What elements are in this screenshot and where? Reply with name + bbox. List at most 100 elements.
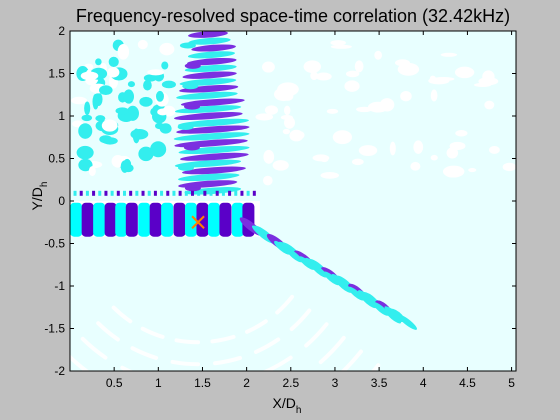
x-tick-label: 4.5 [459, 376, 476, 390]
upper-right-cell [282, 128, 291, 135]
nozzle-edge-mark [160, 190, 164, 196]
upper-wave-stripe [177, 118, 249, 127]
upper-right-cell [277, 82, 299, 97]
upper-right-cell [303, 60, 322, 74]
x-axis-label: X/Dh [273, 395, 302, 416]
upper-right-cell [474, 82, 492, 88]
nozzle-edge-mark [129, 190, 133, 196]
y-tick-label: -1 [54, 279, 65, 293]
upper-left-cell [70, 96, 88, 105]
nozzle-edge-mark [203, 190, 207, 196]
nozzle-stripe [184, 202, 197, 237]
upper-left-cell [78, 123, 93, 139]
upper-right-cell [468, 167, 477, 173]
upper-right-cell [280, 114, 293, 120]
upper-right-cell [320, 172, 340, 179]
upper-left-cell [101, 119, 118, 132]
upper-right-cell [358, 145, 378, 157]
upper-wave-stripe [180, 152, 249, 161]
x-tick-label: 0.5 [106, 376, 123, 390]
nozzle-edge-mark [85, 190, 89, 196]
nozzle-edge-mark [197, 190, 201, 196]
downstream-faint-band [323, 271, 340, 286]
lower-arc-segment [275, 294, 295, 315]
nozzle-stripe [149, 202, 162, 237]
upper-left-cell [132, 128, 140, 144]
upper-wave-stripe [187, 57, 237, 66]
nozzle-edge-mark [110, 190, 114, 196]
nozzle-stripe [173, 202, 186, 237]
downstream-faint-band [360, 294, 377, 309]
lower-arc-segment [263, 355, 293, 371]
upper-right-cell [442, 165, 465, 178]
upper-left-cell [161, 61, 169, 70]
upper-left-cell [92, 93, 99, 110]
nozzle-edge-mark [178, 190, 182, 196]
lower-arc-segment [174, 338, 201, 345]
upper-right-cell [262, 175, 273, 186]
nozzle-edge-mark [184, 190, 188, 196]
upper-right-cell [374, 50, 383, 60]
upper-left-cell [88, 166, 96, 177]
upper-wave-stripe [191, 44, 236, 52]
x-tick-label: 5 [508, 376, 515, 390]
upper-wave-stripe [180, 98, 245, 107]
lower-arc-segment [140, 326, 165, 339]
upper-wave-stripe [178, 145, 250, 155]
nozzle-edge-mark [79, 190, 83, 196]
upper-wave-stripe [182, 71, 237, 79]
upper-right-cell [320, 156, 329, 163]
nozzle-edge-mark [104, 190, 108, 196]
upper-right-cell [446, 147, 459, 159]
plot-area [69, 30, 517, 372]
downstream-faint-band [335, 279, 352, 293]
nozzle-stripe [138, 202, 151, 237]
y-tick-label: -0.5 [44, 237, 65, 251]
upper-wave-stripe [174, 139, 248, 148]
lower-arc-segment [370, 363, 381, 371]
nozzle-stripe [93, 202, 106, 237]
y-tick-label: -2 [54, 364, 65, 378]
upper-right-cell [255, 113, 274, 121]
upper-left-cell [127, 81, 136, 88]
upper-left-cell [99, 135, 113, 144]
upper-right-cell [389, 141, 396, 156]
upper-right-cell [330, 40, 346, 46]
axis-ticks: 0.5 1 1.5 2 2.5 3 3.5 4 4.5 5 -2 -1.5 -1 -0.5 0 0.5 1 1.5… [44, 24, 516, 390]
upper-right-cell [430, 154, 438, 161]
lower-arc-segment [340, 349, 363, 371]
upper-right-cell [262, 61, 275, 73]
upper-wave-stripe [178, 180, 238, 188]
upper-left-cell [147, 69, 165, 76]
lower-arc-segment [96, 321, 120, 342]
downstream-faint-band [286, 248, 303, 263]
upper-right-cell [310, 71, 318, 80]
y-tick-label: -1.5 [44, 322, 65, 336]
nozzle-edge-mark [141, 190, 145, 196]
downstream-faint-band [372, 302, 389, 316]
upper-wave-stripe [173, 132, 250, 141]
upper-wave-stripe [174, 159, 242, 168]
upper-left-cell [143, 79, 152, 91]
upper-wave-stripe [182, 166, 246, 175]
nozzle-edge-mark [135, 190, 139, 196]
upper-left-cell [108, 56, 119, 67]
upper-left-cell [95, 58, 102, 66]
upper-right-cell [394, 59, 410, 67]
upper-right-cell [326, 108, 339, 114]
lower-arc-segment [304, 322, 329, 348]
nozzle-edge-mark [252, 190, 256, 196]
y-axis-label: Y/Dh [29, 182, 50, 211]
nozzle-edge-mark [215, 190, 219, 196]
y-tick-label: 1.5 [48, 67, 65, 81]
nozzle-stripe [125, 202, 138, 237]
upper-right-cell [484, 100, 495, 110]
lower-arc-segment [130, 346, 159, 360]
nozzle-edge-mark [98, 190, 102, 196]
nozzle-edge-mark [166, 190, 170, 196]
upper-wave-stripe [187, 51, 235, 59]
upper-wave-stripe [178, 173, 240, 182]
heatmap-layers [70, 31, 516, 371]
upper-right-cell [263, 149, 275, 164]
lower-arc-segment [213, 355, 243, 366]
